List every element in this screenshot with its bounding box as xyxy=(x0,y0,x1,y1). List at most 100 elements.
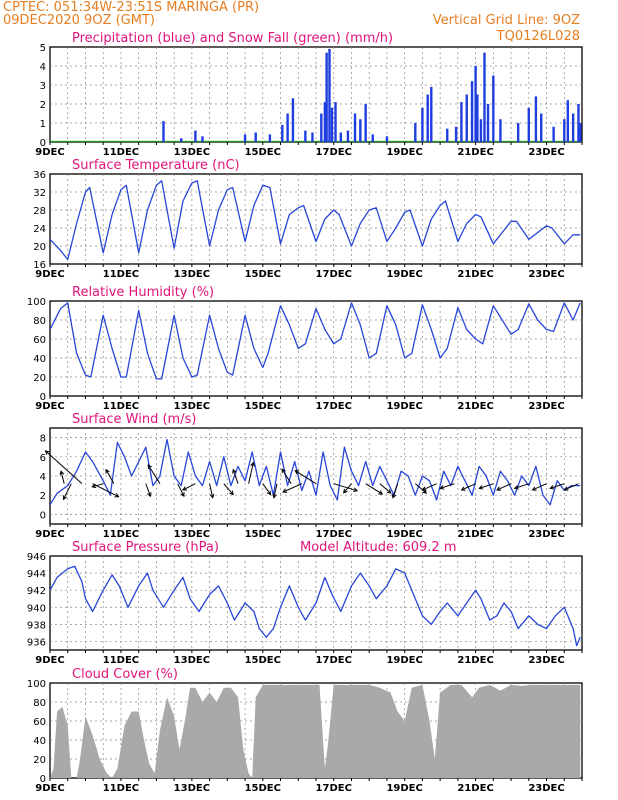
wind-vector-head xyxy=(44,450,50,455)
temp-xtick-label: 9DEC xyxy=(35,269,64,280)
cloud-xtick-label: 21DEC xyxy=(457,783,493,794)
header-grid-note: Vertical Grid Line: 9OZ xyxy=(433,13,580,28)
wind-vector xyxy=(63,483,72,500)
precip-bar xyxy=(479,119,483,142)
temp-xtick-label: 17DEC xyxy=(316,269,352,280)
precip-bar xyxy=(474,66,477,142)
pressure-xtick-label: 9DEC xyxy=(35,655,64,666)
cloud-xtick-label: 23DEC xyxy=(528,783,564,794)
precip-bar xyxy=(426,94,429,142)
wind-xtick-label: 23DEC xyxy=(528,529,564,540)
wind-vector-head xyxy=(281,468,286,474)
precip-bar xyxy=(281,124,284,142)
wind-vector xyxy=(145,483,151,497)
precip-bar xyxy=(516,123,520,142)
temp-ytick-label: 24 xyxy=(33,224,46,235)
wind-vector-head xyxy=(209,493,215,499)
temp-ytick-label: 32 xyxy=(33,188,46,199)
cloud-xtick-label: 19DEC xyxy=(386,783,422,794)
wind-vector xyxy=(343,483,352,494)
precip-bar xyxy=(371,134,374,142)
rh-xtick-label: 23DEC xyxy=(528,401,564,412)
wind-vector-head xyxy=(180,492,185,498)
wind-xtick-label: 9DEC xyxy=(35,529,64,540)
temp-xtick-label: 21DEC xyxy=(457,269,493,280)
wind-vector-head xyxy=(378,490,384,495)
wind-title: Surface Wind (m/s) xyxy=(72,412,196,427)
wind-vector-head xyxy=(232,468,237,474)
wind-vector xyxy=(379,483,392,494)
precip-bar xyxy=(571,113,575,142)
precip-ytick-label: 5 xyxy=(40,43,46,54)
pressure-ytick-label: 938 xyxy=(27,620,46,631)
precip-xtick-label: 13DEC xyxy=(174,147,210,158)
wind-vector xyxy=(422,483,437,491)
rh-xtick-label: 15DEC xyxy=(245,401,281,412)
rh-xtick-label: 17DEC xyxy=(316,401,352,412)
precip-bar xyxy=(566,100,570,142)
rh-xtick-label: 19DEC xyxy=(386,401,422,412)
wind-vector xyxy=(496,483,512,491)
cloud-ytick-label: 80 xyxy=(33,698,46,709)
precip-ytick-label: 0 xyxy=(40,138,46,149)
cloud-xtick-label: 11DEC xyxy=(103,783,139,794)
wind-xtick-label: 15DEC xyxy=(245,529,281,540)
cloud-ytick-label: 0 xyxy=(40,774,46,785)
precip-bar xyxy=(268,134,272,142)
wind-vector-head xyxy=(353,487,359,493)
precip-bar xyxy=(483,52,486,143)
cloud-panel: 0 20 40 60 80 100 9DEC 11DEC 13DEC 15DEC 17DEC 19DE… xyxy=(27,667,583,794)
precip-ytick-label: 4 xyxy=(40,62,46,73)
wind-vector-head xyxy=(496,486,502,491)
wind-vector xyxy=(440,483,455,489)
wind-vector-head xyxy=(147,464,152,469)
cloud-title: Cloud Cover (%) xyxy=(72,667,178,682)
cloud-cover-area xyxy=(50,684,581,778)
precip-bar xyxy=(364,104,367,142)
cloud-xtick-label: 17DEC xyxy=(316,783,352,794)
precip-bar xyxy=(414,123,417,142)
precip-bar xyxy=(334,102,337,142)
pressure-xtick-label: 19DEC xyxy=(386,655,422,666)
precip-bar xyxy=(304,130,307,142)
wind-vector xyxy=(414,483,427,494)
pressure-panel: 936 938 940 942 944 946 9DEC 11DEC 13DEC 15DEC 17D… xyxy=(27,540,583,666)
precip-bar xyxy=(325,52,328,143)
wind-vector-head xyxy=(386,489,392,494)
wind-vector-head xyxy=(105,468,110,474)
pressure-xtick-label: 15DEC xyxy=(245,655,281,666)
wind-panel: 0 2 4 6 8 9DEC 11DEC 13DEC 15DEC 17DEC 19DEC 21DEC 2… xyxy=(35,412,583,540)
wind-vector-head xyxy=(294,470,300,475)
temp-xtick-label: 23DEC xyxy=(528,269,564,280)
rh-ytick-label: 0 xyxy=(40,392,46,403)
precip-bar xyxy=(579,123,582,142)
wind-vector xyxy=(248,462,254,484)
wind-vector-head xyxy=(229,490,234,496)
wind-xtick-label: 13DEC xyxy=(174,529,210,540)
precip-bar xyxy=(359,119,362,142)
header-run-date: 09DEC2020 9OZ (GMT) xyxy=(3,13,155,28)
precip-bar xyxy=(346,130,350,142)
wind-vector-head xyxy=(282,488,288,493)
wind-vector xyxy=(564,483,579,491)
wind-vector-head xyxy=(478,485,484,490)
pressure-xtick-label: 13DEC xyxy=(174,655,210,666)
wind-xtick-label: 21DEC xyxy=(457,529,493,540)
wind-vector-head xyxy=(114,493,120,498)
wind-vector xyxy=(232,469,239,484)
precip-bar xyxy=(446,128,449,142)
rh-xtick-label: 11DEC xyxy=(103,401,139,412)
precip-bar xyxy=(470,81,474,142)
wind-vector-head xyxy=(272,493,277,499)
precip-bar xyxy=(430,86,433,142)
wind-ytick-label: 8 xyxy=(40,434,46,445)
wind-vector xyxy=(182,483,196,491)
wind-vector xyxy=(532,483,547,491)
temp-xtick-label: 15DEC xyxy=(245,269,281,280)
wind-vector xyxy=(282,483,303,493)
precip-bar xyxy=(194,130,197,142)
precip-bar xyxy=(577,104,580,142)
cloud-xtick-label: 13DEC xyxy=(174,783,210,794)
precip-bar xyxy=(527,107,530,142)
pressure-title: Surface Pressure (hPa) xyxy=(72,540,219,555)
